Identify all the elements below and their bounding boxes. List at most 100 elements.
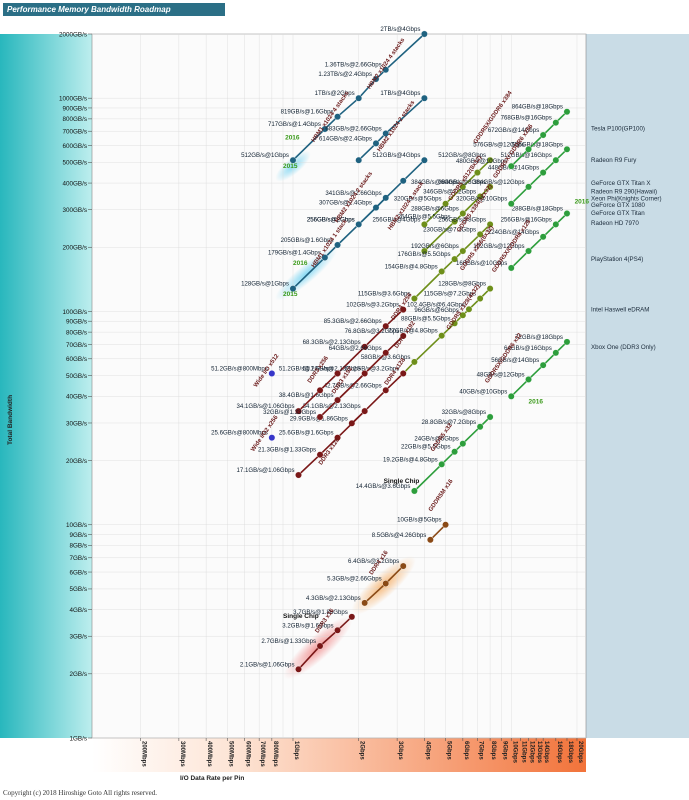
data-point bbox=[421, 221, 428, 228]
data-point bbox=[486, 183, 494, 191]
series-group: 32GB/s@1.33Gbps bbox=[263, 370, 369, 421]
data-label: 320GB/s@10Gbps bbox=[456, 196, 507, 203]
data-label: 32GB/s@1.33Gbps bbox=[263, 409, 316, 416]
data-point bbox=[507, 162, 515, 170]
y-tick-label: 20GB/s bbox=[66, 458, 87, 465]
y-tick-label: 4GB/s bbox=[70, 607, 88, 614]
data-point bbox=[451, 319, 458, 327]
data-label: 819GB/s@1.6Gbps bbox=[281, 109, 334, 116]
x-tick-label: 14Gbps bbox=[543, 741, 549, 764]
data-point bbox=[334, 370, 341, 377]
data-point bbox=[539, 361, 547, 369]
product-label: Xbox One (DDR3 Only) bbox=[591, 344, 656, 351]
y-tick-label: 90GB/s bbox=[66, 319, 87, 326]
data-label: 512GB/s@16Gbps bbox=[501, 152, 552, 159]
data-label: 3.7GB/s@1.86Gbps bbox=[293, 609, 348, 616]
data-point bbox=[476, 423, 484, 431]
year-label: 2015 bbox=[283, 291, 298, 298]
y-tick-label: 30GB/s bbox=[66, 420, 87, 427]
x-axis-band bbox=[92, 738, 586, 772]
data-point bbox=[486, 156, 494, 164]
data-point bbox=[525, 183, 532, 191]
data-label: 64GB/s@2.66Gbps bbox=[329, 345, 382, 352]
product-label: Radeon R9 290(Hawaii) bbox=[591, 189, 657, 196]
series-group: 256GB/s@4Gbps 320GB/s@5Gbps 384GB/s@6Gbps 5… bbox=[373, 152, 494, 228]
single-chip-label: Single Chip bbox=[283, 613, 319, 620]
data-label: 288GB/s@6Gbps bbox=[411, 205, 459, 212]
data-label: 154GB/s@4.8Gbps bbox=[385, 263, 438, 270]
data-label: 102.4GB/s@6.4Gbps bbox=[407, 301, 465, 308]
data-label: 672GB/s@14Gbps bbox=[488, 127, 539, 134]
data-label: 192GB/s@6Gbps bbox=[411, 243, 459, 250]
product-label: Radeon R9 Fury bbox=[591, 157, 637, 164]
data-label: 68.3GB/s@2.13Gbps bbox=[303, 339, 361, 346]
data-point bbox=[552, 119, 560, 127]
data-point bbox=[355, 221, 363, 228]
product-label: Radeon HD 7970 bbox=[591, 220, 639, 227]
data-point bbox=[382, 66, 390, 74]
data-point bbox=[459, 311, 467, 319]
y-axis-band bbox=[0, 34, 92, 738]
x-tick-label: 10Gbps bbox=[511, 741, 517, 764]
data-point bbox=[474, 169, 481, 176]
data-label: 614GB/s@2.4Gbps bbox=[319, 135, 372, 142]
data-point bbox=[268, 434, 276, 442]
y-tick-label: 40GB/s bbox=[66, 394, 87, 401]
data-label: 256GB/s@8Gbps bbox=[438, 216, 486, 223]
data-point bbox=[411, 358, 418, 366]
data-label: 512GB/s@1Gbps bbox=[241, 152, 289, 159]
data-label: 24GB/s@6Gbps bbox=[414, 436, 458, 443]
year-label: 2016 bbox=[293, 260, 308, 267]
data-point bbox=[476, 193, 484, 200]
year-label: 2016 bbox=[529, 399, 544, 406]
data-label: 384GB/s@8Gbps bbox=[438, 179, 486, 186]
series-line bbox=[297, 616, 353, 670]
x-axis-title: I/O Data Rate per Pin bbox=[180, 775, 245, 782]
data-point bbox=[438, 268, 446, 275]
data-label: 205GB/s@1.6Gbps bbox=[281, 237, 334, 244]
data-label: 40GB/s@10Gbps bbox=[459, 388, 507, 395]
y-tick-label: 2000GB/s bbox=[59, 31, 87, 38]
data-point bbox=[476, 295, 484, 302]
data-label: 28.8GB/s@7.2Gbps bbox=[421, 419, 476, 426]
data-point bbox=[334, 434, 341, 442]
data-point bbox=[411, 295, 418, 302]
data-label: 768GB/s@16Gbps bbox=[501, 115, 552, 122]
data-label: 8.5GB/s@4.26Gbps bbox=[372, 532, 427, 539]
single-chip-label: Single Chip bbox=[384, 478, 420, 485]
year-label: 2015 bbox=[283, 163, 298, 170]
data-point bbox=[539, 169, 547, 176]
series-group: 17.1GB/s@1.06Gbps 21.3GB/s@1.33Gbps 25.6GB… bbox=[236, 407, 369, 479]
data-point bbox=[438, 332, 446, 340]
chart-title: Performance Memory Bandwidth Roadmap bbox=[7, 5, 171, 14]
data-point bbox=[539, 233, 547, 241]
data-point bbox=[552, 156, 560, 164]
y-tick-label: 400GB/s bbox=[62, 180, 87, 187]
data-point bbox=[539, 131, 547, 139]
data-point bbox=[334, 241, 341, 249]
x-tick-label: 8Gbps bbox=[490, 741, 496, 760]
data-label: 179GB/s@1.4Gbps bbox=[268, 250, 321, 257]
data-label: 320GB/s@5Gbps bbox=[394, 196, 442, 203]
x-tick-label: 13Gbps bbox=[536, 741, 542, 764]
data-point bbox=[411, 487, 418, 495]
data-point bbox=[438, 460, 446, 468]
data-point bbox=[563, 210, 571, 217]
data-label: 17.1GB/s@1.06Gbps bbox=[236, 467, 294, 474]
data-point bbox=[382, 349, 390, 357]
data-label: 717GB/s@1.4Gbps bbox=[268, 121, 321, 128]
data-point bbox=[295, 665, 302, 673]
data-point bbox=[486, 413, 494, 421]
data-point bbox=[563, 108, 571, 116]
y-tick-label: 3GB/s bbox=[70, 634, 88, 641]
x-tick-label: 5Gbps bbox=[446, 741, 452, 760]
data-point bbox=[382, 130, 390, 137]
data-point bbox=[289, 285, 297, 293]
data-point bbox=[316, 386, 324, 394]
data-label: 264GB/s@5.5Gbps bbox=[398, 214, 451, 221]
data-label: 77GB/s@4.8Gbps bbox=[388, 328, 438, 335]
product-label: GeForce GTX Titan X bbox=[591, 180, 651, 187]
data-label: 384GB/s@12Gbps bbox=[473, 179, 524, 186]
y-tick-label: 2GB/s bbox=[70, 671, 88, 678]
data-point bbox=[289, 156, 297, 164]
